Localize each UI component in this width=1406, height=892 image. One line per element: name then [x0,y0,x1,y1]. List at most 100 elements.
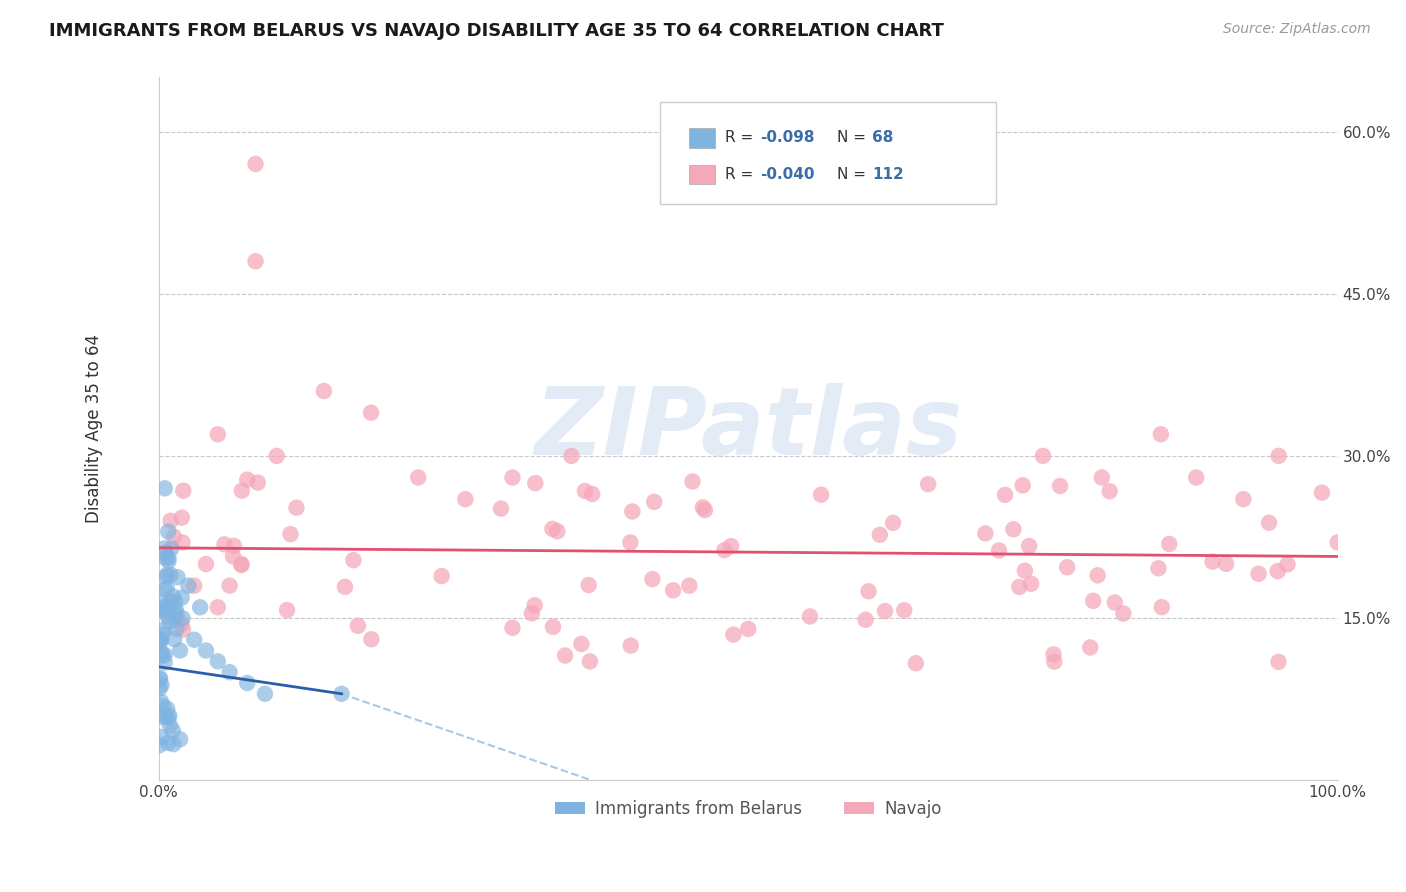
FancyBboxPatch shape [689,165,716,185]
Point [183,632,205,647]
Text: 112: 112 [872,167,904,182]
Point [160,541,183,556]
Point [157,554,180,568]
Point [312,384,335,398]
Point [231,483,253,498]
Point [554,648,576,663]
Point [619,535,641,549]
Point [1014,564,1036,578]
Point [153,481,176,495]
Point [172,623,194,637]
Point [170,510,193,524]
Point [917,477,939,491]
Point [342,553,364,567]
Point [1258,516,1281,530]
Text: N =: N = [837,167,870,182]
Point [523,599,546,613]
Point [218,665,240,680]
Text: ZIPatlas: ZIPatlas [534,383,962,475]
Point [150,678,173,692]
Point [1087,568,1109,582]
Point [149,634,172,648]
Legend: Immigrants from Belarus, Navajo: Immigrants from Belarus, Navajo [548,793,948,825]
Point [169,643,191,657]
Point [177,579,200,593]
Point [153,604,176,618]
Point [541,522,564,536]
Point [162,590,184,604]
Point [195,557,218,571]
Point [682,475,704,489]
Point [231,558,253,572]
Point [276,603,298,617]
Point [172,483,194,498]
Point [166,622,188,636]
Point [165,595,187,609]
Point [156,702,179,716]
Point [150,695,173,709]
Point [157,524,180,539]
Point [150,710,173,724]
Point [266,449,288,463]
Point [214,537,236,551]
Point [149,671,172,685]
Point [148,634,170,648]
Point [1091,470,1114,484]
Point [546,524,568,539]
Point [520,607,543,621]
Text: 68: 68 [872,129,893,145]
Point [873,604,896,618]
Point [621,504,644,518]
Point [1098,484,1121,499]
Point [170,616,193,631]
Point [904,657,927,671]
Point [207,654,229,668]
Point [157,551,180,566]
Text: N =: N = [837,129,870,145]
Point [156,602,179,616]
Point [799,609,821,624]
Point [1185,470,1208,484]
Point [1112,607,1135,621]
Point [236,473,259,487]
Point [148,595,170,609]
Point [166,570,188,584]
Point [153,656,176,670]
Point [855,613,877,627]
Point [1032,449,1054,463]
Point [156,608,179,623]
Point [713,543,735,558]
Point [1008,580,1031,594]
Point [165,602,187,616]
Point [858,584,880,599]
Point [150,646,173,660]
Point [333,580,356,594]
Point [502,470,524,484]
Point [869,528,891,542]
Point [149,730,172,744]
Point [183,579,205,593]
Point [893,603,915,617]
Point [1201,555,1223,569]
Point [231,557,253,571]
Point [569,637,592,651]
Point [155,546,177,560]
Point [1310,485,1333,500]
Point [974,526,997,541]
Point [1078,640,1101,655]
Point [245,254,267,268]
Point [153,541,176,556]
Point [149,673,172,687]
Point [222,549,245,564]
Point [737,622,759,636]
Point [541,620,564,634]
Point [1267,449,1289,463]
Point [1159,537,1181,551]
Point [162,723,184,738]
Point [988,543,1011,558]
Point [153,582,176,596]
Point [1056,560,1078,574]
Point [159,594,181,608]
Point [1215,557,1237,571]
Point [678,579,700,593]
